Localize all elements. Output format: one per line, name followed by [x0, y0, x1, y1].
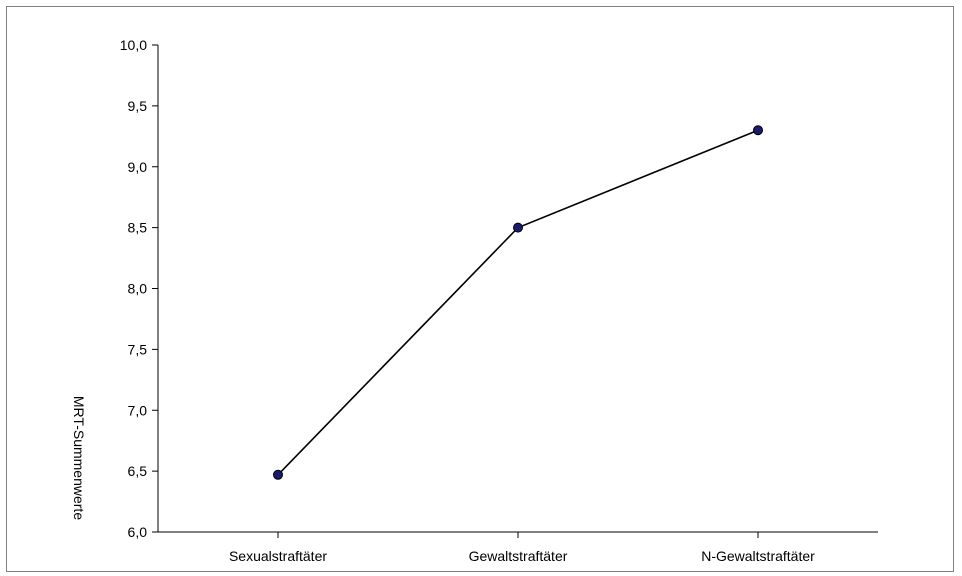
- y-axis-title: MRT-Summenwerte: [71, 396, 87, 520]
- chart-frame: [6, 6, 954, 572]
- x-tick-label: Sexualstraftäter: [229, 548, 327, 564]
- y-tick-label: 7,0: [128, 402, 148, 418]
- series-group: [273, 125, 763, 480]
- data-point: [513, 222, 523, 233]
- y-axis: 6,0 6,5 7,0 7,5 8,0 8,5 9,0 9,5 10,0: [120, 37, 159, 540]
- y-tick-label: 9,0: [128, 159, 148, 175]
- data-point: [753, 125, 763, 136]
- x-tick-label: N-Gewaltstraftäter: [701, 548, 815, 564]
- y-tick-label: 10,0: [120, 37, 147, 53]
- x-axis: Sexualstraftäter Gewaltstraftäter N-Gewalt…: [158, 531, 878, 564]
- y-tick-label: 7,5: [128, 341, 148, 357]
- y-tick-label: 8,5: [128, 220, 148, 236]
- series-line: [277, 129, 759, 476]
- y-tick-label: 6,5: [128, 463, 148, 479]
- data-point: [273, 469, 283, 480]
- y-tick-label: 9,5: [128, 98, 148, 114]
- y-tick-label: 8,0: [128, 281, 148, 297]
- x-tick-label: Gewaltstraftäter: [469, 548, 568, 564]
- y-tick-label: 6,0: [128, 524, 148, 540]
